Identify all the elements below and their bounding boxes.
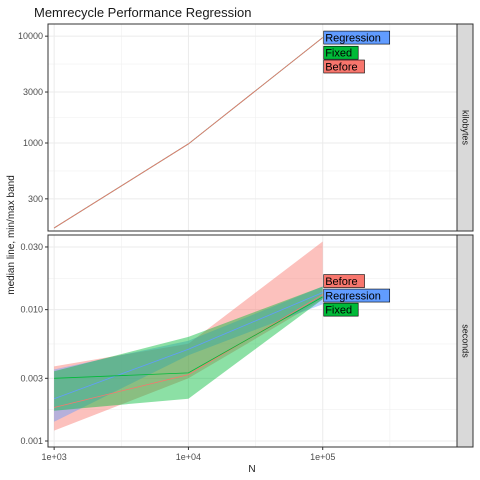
median-line-fixed	[54, 296, 323, 379]
end-label-box-fixed	[323, 45, 359, 60]
end-label-before: Before	[325, 62, 357, 74]
y-tick-label: 10000	[18, 31, 43, 41]
x-tick-label: 1e+05	[310, 452, 335, 462]
strip-kilobytes	[456, 23, 474, 232]
median-line-before	[53, 37, 323, 229]
median-line-before	[54, 294, 323, 408]
x-tick-label: 1e+03	[42, 452, 67, 462]
x-tick-label: 1e+04	[176, 452, 201, 462]
y-tick-label: 0.003	[20, 373, 43, 383]
end-label-regression: Regression	[325, 291, 381, 303]
band-fixed	[54, 286, 323, 411]
panel-seconds: Before Regression Fixed seconds 0.001 0.003 0.…	[20, 234, 474, 448]
band-regression	[54, 286, 323, 422]
end-label-fixed: Fixed	[325, 48, 352, 60]
end-label-box-regression	[323, 288, 391, 303]
end-label-box-fixed	[323, 302, 359, 317]
end-label-before: Before	[325, 276, 357, 288]
y-tick-label: 300	[28, 194, 43, 204]
x-axis-label: N	[248, 464, 255, 475]
y-tick-label: 3000	[23, 87, 43, 97]
panel-kilobytes: Regression Fixed Before kilobytes 300 1000 300…	[18, 23, 474, 232]
y-axis-label: median line, min/max band	[6, 175, 17, 295]
end-label-regression: Regression	[325, 33, 381, 45]
end-label-fixed: Fixed	[325, 305, 352, 317]
chart-title: Memrecycle Performance Regression	[34, 5, 251, 20]
strip-label-seconds: seconds	[461, 324, 471, 358]
plot-layer: Regression Fixed Before kilobytes 300 1000 300…	[18, 23, 474, 462]
y-tick-label: 0.030	[20, 242, 43, 252]
end-label-box-before	[323, 274, 365, 288]
median-line-regression	[53, 292, 323, 400]
y-tick-label: 0.001	[20, 436, 43, 446]
y-tick-label: 0.010	[20, 305, 43, 315]
strip-label-kilobytes: kilobytes	[461, 110, 471, 146]
end-label-box-regression	[323, 30, 391, 45]
band-before	[54, 241, 323, 431]
strip-seconds	[456, 234, 474, 448]
end-label-box-before	[323, 59, 365, 74]
y-tick-label: 1000	[23, 138, 43, 148]
